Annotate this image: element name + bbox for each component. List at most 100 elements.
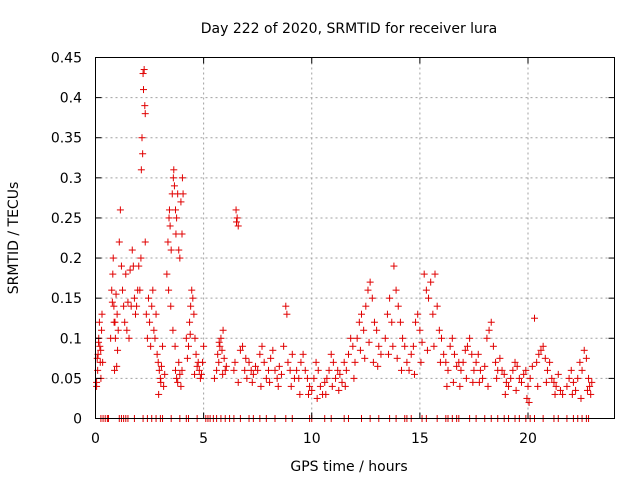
data-point	[392, 286, 400, 294]
data-point	[112, 290, 120, 298]
data-point	[214, 350, 222, 358]
data-point	[468, 350, 476, 358]
data-point	[280, 342, 288, 350]
data-point	[288, 350, 296, 358]
data-point	[157, 378, 165, 386]
data-point	[242, 354, 250, 362]
data-marks	[93, 66, 596, 422]
data-point	[528, 362, 536, 370]
data-point	[111, 366, 119, 374]
data-point	[295, 374, 303, 382]
data-point	[137, 166, 145, 174]
data-point	[262, 374, 270, 382]
data-point	[125, 334, 133, 342]
data-point	[569, 378, 577, 386]
data-point	[161, 370, 169, 378]
data-point	[469, 378, 477, 386]
data-point	[498, 366, 506, 374]
data-point	[585, 374, 593, 382]
data-point	[119, 286, 127, 294]
data-point	[109, 270, 117, 278]
data-point	[199, 358, 207, 366]
y-tick-label: 0.15	[51, 291, 82, 307]
data-point	[453, 362, 461, 370]
data-point	[189, 294, 197, 302]
x-axis-label: GPS time / hours	[290, 459, 407, 475]
data-point	[301, 366, 309, 374]
data-point	[172, 230, 180, 238]
data-point	[165, 206, 173, 214]
data-point	[232, 218, 240, 226]
data-point	[484, 382, 492, 390]
data-point	[210, 374, 218, 382]
data-point	[450, 350, 458, 358]
data-point	[297, 358, 305, 366]
data-point	[355, 318, 363, 326]
data-point	[113, 310, 121, 318]
data-point	[362, 302, 370, 310]
data-point	[124, 298, 132, 306]
data-point	[140, 66, 148, 74]
data-point	[256, 350, 264, 358]
data-point	[481, 362, 489, 370]
data-point	[249, 370, 257, 378]
data-point	[93, 382, 101, 390]
data-point	[196, 374, 204, 382]
data-point	[166, 222, 174, 230]
data-point	[332, 374, 340, 382]
data-point	[429, 310, 437, 318]
data-point	[485, 326, 493, 334]
data-point	[282, 302, 290, 310]
data-point	[530, 314, 538, 322]
data-point	[524, 382, 532, 390]
data-point	[565, 374, 573, 382]
data-point	[492, 358, 500, 366]
data-point	[110, 318, 118, 326]
data-point	[329, 358, 337, 366]
data-point	[572, 386, 580, 394]
data-point	[393, 354, 401, 362]
data-point	[233, 214, 241, 222]
data-point	[552, 382, 560, 390]
data-point	[130, 294, 138, 302]
data-point	[588, 378, 596, 386]
data-point	[335, 386, 343, 394]
data-point	[502, 378, 510, 386]
data-point	[507, 374, 515, 382]
data-point	[433, 302, 441, 310]
data-point	[403, 358, 411, 366]
data-point	[299, 350, 307, 358]
data-point	[386, 294, 394, 302]
data-point	[347, 334, 355, 342]
data-point	[373, 326, 381, 334]
data-point	[548, 374, 556, 382]
data-point	[231, 358, 239, 366]
data-point	[438, 334, 445, 342]
data-point	[423, 346, 431, 354]
data-point	[122, 270, 130, 278]
data-point	[431, 270, 439, 278]
data-point	[191, 370, 199, 378]
data-point	[381, 334, 389, 342]
data-point	[99, 358, 107, 366]
data-point	[114, 346, 122, 354]
data-point	[222, 362, 230, 370]
data-point	[141, 102, 149, 110]
y-axis-tick-labels: 0 0.05 0.1 0.15 0.2 0.25 0.3 0.35 0.4 0.45	[51, 51, 82, 428]
data-point	[518, 378, 526, 386]
data-point	[397, 366, 405, 374]
data-point	[577, 394, 585, 402]
data-point	[98, 326, 106, 334]
data-point	[457, 366, 465, 374]
data-point	[257, 382, 265, 390]
y-tick-label: 0.4	[60, 91, 82, 107]
data-point	[108, 286, 116, 294]
data-point	[178, 230, 186, 238]
data-point	[165, 214, 173, 222]
data-point	[576, 358, 584, 366]
data-point	[254, 366, 262, 374]
data-point	[215, 338, 223, 346]
data-point	[522, 366, 530, 374]
data-point	[142, 310, 150, 318]
